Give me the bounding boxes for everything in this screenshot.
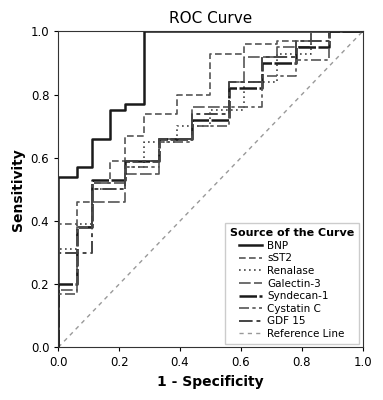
Title: ROC Curve: ROC Curve bbox=[169, 11, 252, 26]
Y-axis label: Sensitivity: Sensitivity bbox=[11, 148, 25, 231]
X-axis label: 1 - Specificity: 1 - Specificity bbox=[157, 375, 264, 389]
Legend: BNP, sST2, Renalase, Galectin-3, Syndecan-1, Cystatin C, GDF 15, Reference Line: BNP, sST2, Renalase, Galectin-3, Syndeca… bbox=[225, 223, 360, 344]
